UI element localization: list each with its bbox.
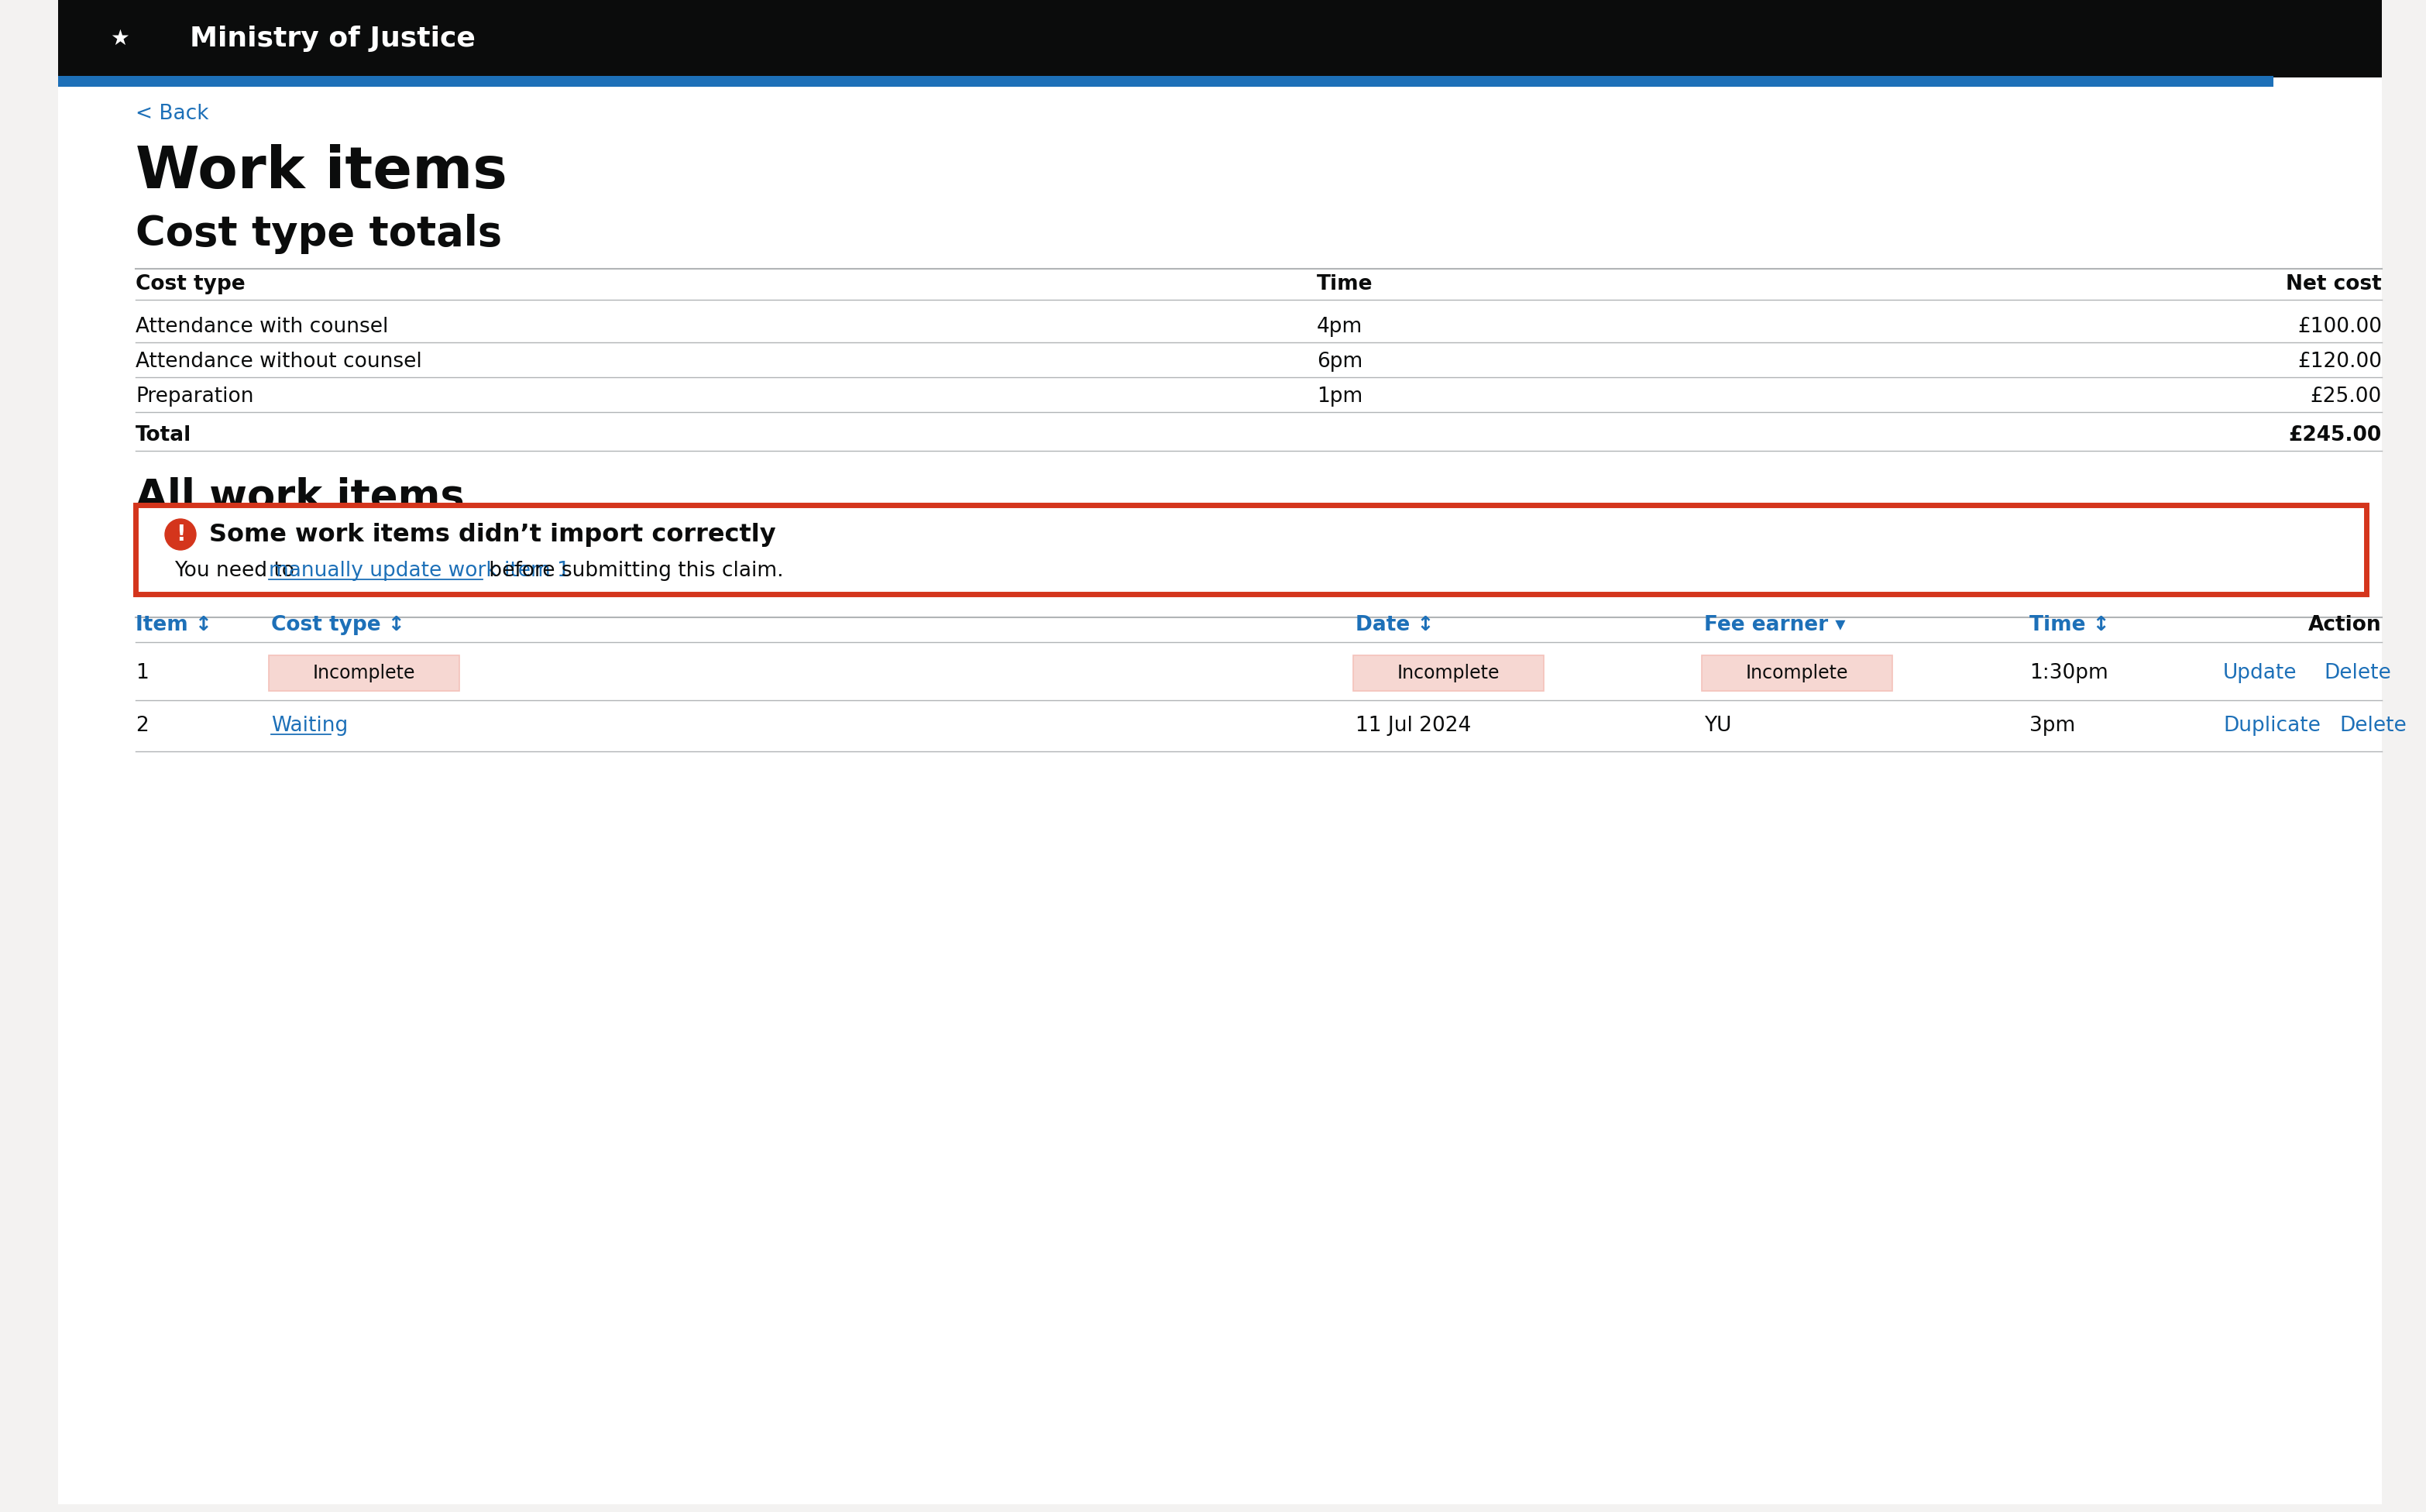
Text: 6pm: 6pm (1317, 352, 1363, 372)
Text: Update: Update (2222, 664, 2297, 683)
Text: Cost type ↕: Cost type ↕ (272, 615, 405, 635)
FancyBboxPatch shape (58, 76, 2273, 86)
Text: ★: ★ (112, 27, 129, 50)
Text: 4pm: 4pm (1317, 318, 1363, 337)
FancyBboxPatch shape (269, 655, 459, 691)
Text: Item ↕: Item ↕ (136, 615, 211, 635)
FancyBboxPatch shape (1354, 655, 1543, 691)
Text: Incomplete: Incomplete (1747, 664, 1849, 682)
Text: YU: YU (1703, 715, 1732, 736)
Text: Delete: Delete (2324, 664, 2392, 683)
Text: Duplicate: Duplicate (2222, 715, 2322, 736)
Text: Delete: Delete (2339, 715, 2407, 736)
Text: Fee earner ▾: Fee earner ▾ (1703, 615, 1846, 635)
Text: £120.00: £120.00 (2297, 352, 2382, 372)
Text: Cost type: Cost type (136, 274, 245, 295)
Text: Work items: Work items (136, 144, 507, 200)
Text: Ministry of Justice: Ministry of Justice (189, 26, 475, 51)
Text: 11 Jul 2024: 11 Jul 2024 (1356, 715, 1470, 736)
Text: Action: Action (2310, 615, 2382, 635)
Text: Attendance without counsel: Attendance without counsel (136, 352, 422, 372)
Text: !: ! (175, 523, 184, 546)
Text: 1: 1 (136, 664, 148, 683)
Text: manually update work item 1: manually update work item 1 (269, 561, 570, 581)
Text: before submitting this claim.: before submitting this claim. (483, 561, 784, 581)
Text: Cost type totals: Cost type totals (136, 213, 502, 254)
Text: 1pm: 1pm (1317, 387, 1363, 407)
Text: Time: Time (1317, 274, 1373, 295)
Text: 3pm: 3pm (2031, 715, 2074, 736)
Text: 1:30pm: 1:30pm (2031, 664, 2108, 683)
Text: Incomplete: Incomplete (313, 664, 415, 682)
FancyBboxPatch shape (58, 0, 2382, 77)
Text: Waiting: Waiting (272, 715, 347, 736)
Text: All work items: All work items (136, 478, 463, 517)
Text: Date ↕: Date ↕ (1356, 615, 1434, 635)
Text: Net cost: Net cost (2285, 274, 2382, 295)
Text: Time ↕: Time ↕ (2031, 615, 2111, 635)
Text: < Back: < Back (136, 104, 209, 124)
FancyBboxPatch shape (1701, 655, 1892, 691)
Text: You need to: You need to (175, 561, 301, 581)
Text: Preparation: Preparation (136, 387, 255, 407)
Circle shape (165, 519, 197, 550)
Text: £245.00: £245.00 (2288, 425, 2382, 446)
Text: Incomplete: Incomplete (1397, 664, 1499, 682)
Text: Attendance with counsel: Attendance with counsel (136, 318, 388, 337)
Text: 2: 2 (136, 715, 148, 736)
FancyBboxPatch shape (58, 8, 2382, 1504)
Text: £25.00: £25.00 (2310, 387, 2382, 407)
Text: Some work items didn’t import correctly: Some work items didn’t import correctly (209, 523, 776, 546)
Text: £100.00: £100.00 (2297, 318, 2382, 337)
Text: Total: Total (136, 425, 192, 446)
FancyBboxPatch shape (136, 505, 2365, 594)
